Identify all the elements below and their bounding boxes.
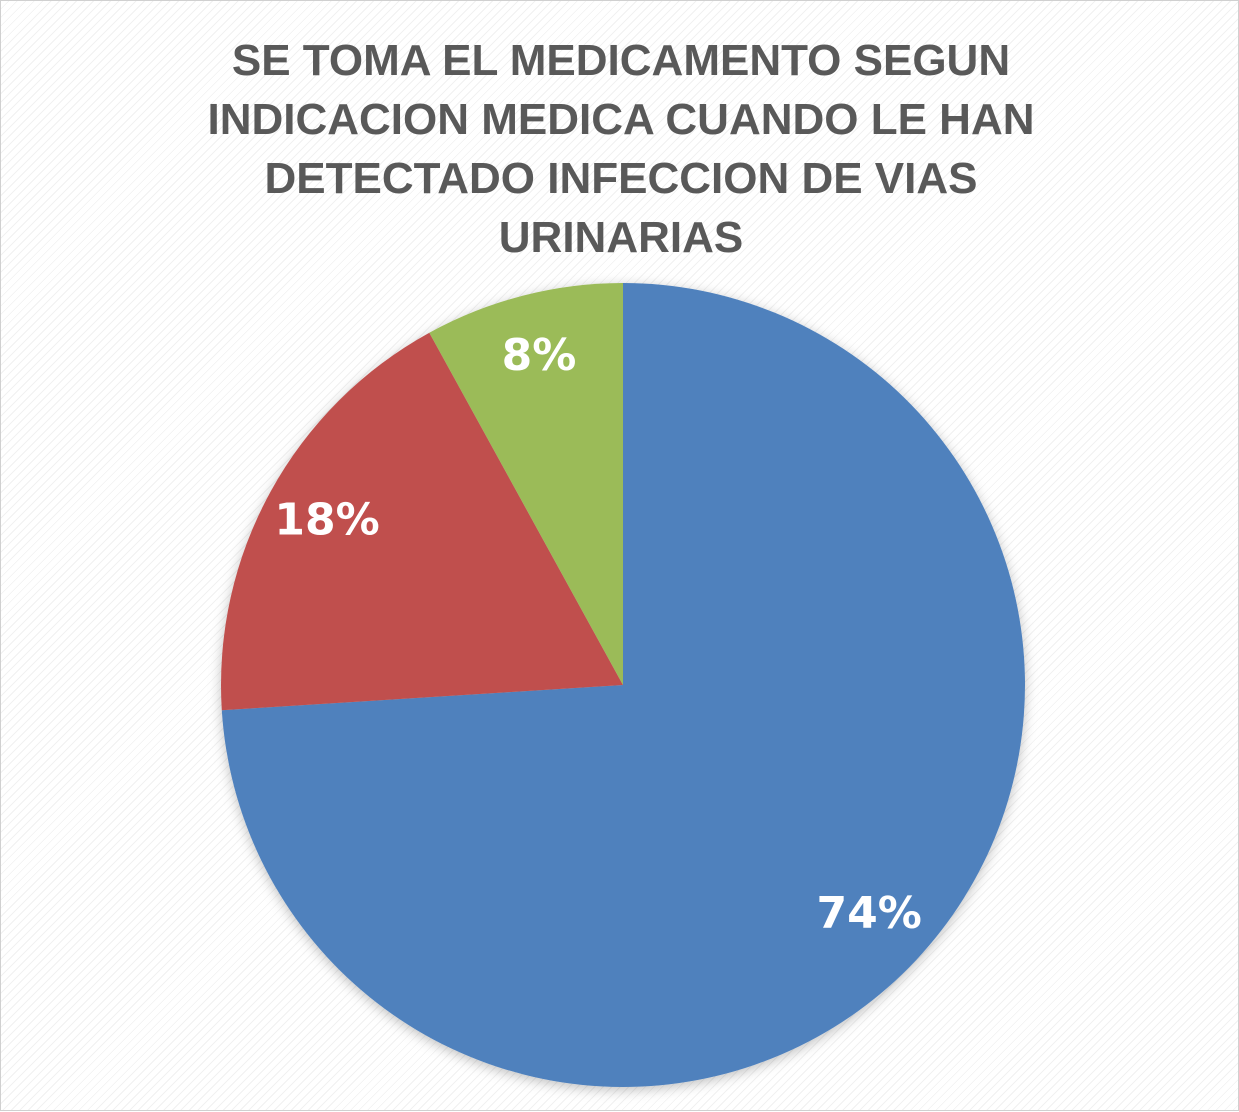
pie-slice (429, 283, 623, 685)
data-label: 8% (502, 330, 577, 381)
data-label: 74% (816, 888, 921, 939)
pie-slice (221, 332, 623, 711)
pie (221, 283, 1025, 1087)
chart-title: SE TOMA EL MEDICAMENTO SEGUN INDICACION … (207, 36, 1035, 262)
data-label: 18% (274, 494, 379, 545)
pie-slice (221, 283, 1025, 1087)
